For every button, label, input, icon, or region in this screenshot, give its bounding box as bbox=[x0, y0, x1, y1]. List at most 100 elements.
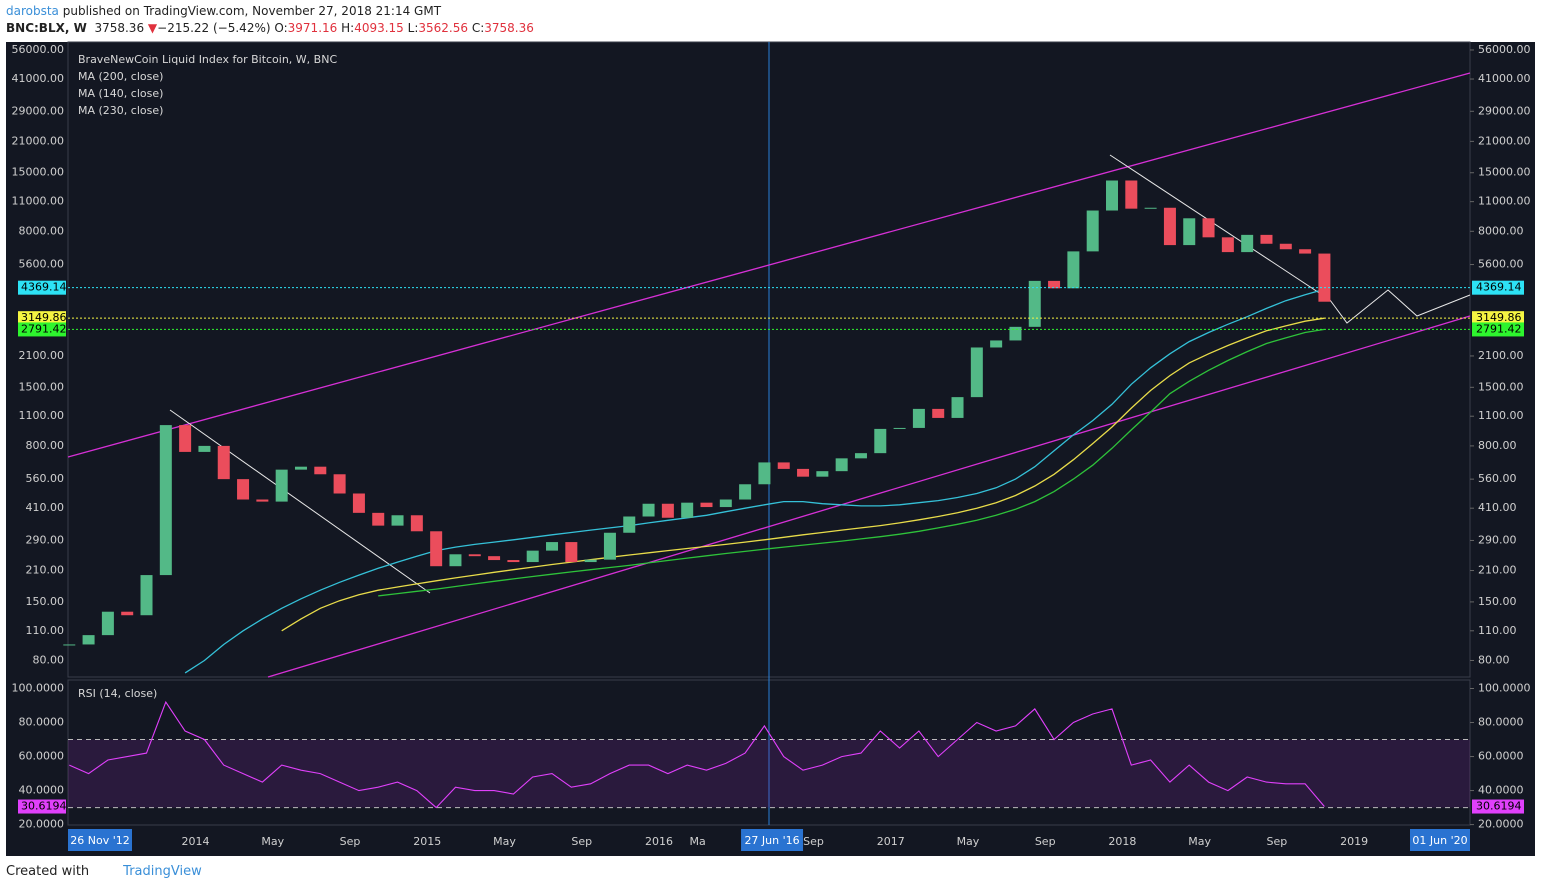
header: darobsta published on TradingView.com, N… bbox=[6, 3, 534, 37]
y-tick-label-left: 210.00 bbox=[26, 564, 65, 577]
y-tick-label: 560.00 bbox=[1478, 472, 1517, 485]
symbol: BNC:BLX, W bbox=[6, 21, 87, 35]
candle bbox=[507, 560, 520, 563]
x-tick-label: May bbox=[493, 835, 516, 848]
y-tick-label: 210.00 bbox=[1478, 564, 1517, 577]
candle bbox=[121, 611, 134, 616]
brand[interactable]: TradingView bbox=[123, 864, 202, 879]
candle bbox=[63, 644, 76, 646]
x-tick-label: 2019 bbox=[1340, 835, 1368, 848]
high: 4093.15 bbox=[354, 21, 404, 35]
y-tick-label: 41000.00 bbox=[1478, 72, 1531, 85]
y-tick-label-left: 8000.00 bbox=[19, 224, 65, 237]
rsi-tick-label-left: 40.0000 bbox=[19, 784, 65, 797]
rsi-tick-label-left: 100.0000 bbox=[12, 682, 65, 695]
channel-top bbox=[67, 72, 1471, 458]
candle bbox=[951, 397, 964, 418]
candle bbox=[912, 408, 925, 428]
y-tick-label-left: 15000.00 bbox=[12, 166, 65, 179]
x-tick-label: 2018 bbox=[1108, 835, 1136, 848]
projection bbox=[1329, 289, 1471, 324]
candle bbox=[1260, 234, 1273, 244]
chart: BraveNewCoin Liquid Index for Bitcoin, W… bbox=[6, 41, 1535, 856]
low: 3562.56 bbox=[418, 21, 468, 35]
candle bbox=[1241, 234, 1254, 253]
range-box bbox=[68, 829, 132, 851]
y-tick-label-left: 800.00 bbox=[26, 439, 65, 452]
drawings bbox=[67, 72, 1471, 678]
candle bbox=[101, 611, 114, 636]
y-tick-label-left: 21000.00 bbox=[12, 134, 65, 147]
candle bbox=[1125, 180, 1138, 209]
price-label-left: 4369.14 bbox=[21, 281, 67, 294]
y-tick-label: 15000.00 bbox=[1478, 166, 1531, 179]
y-tick-label: 150.00 bbox=[1478, 595, 1517, 608]
published: published on TradingView.com, November 2… bbox=[62, 4, 442, 18]
crosshair-box bbox=[741, 829, 804, 851]
x-tick-label: 2016 bbox=[645, 835, 673, 848]
candle bbox=[681, 502, 694, 518]
candle bbox=[1106, 180, 1119, 211]
y-tick-label: 56000.00 bbox=[1478, 43, 1531, 56]
price-box-left bbox=[18, 280, 66, 295]
x-tick-label: May bbox=[957, 835, 980, 848]
rsi-value: 30.6194 bbox=[1476, 800, 1522, 813]
y-tick-label: 410.00 bbox=[1478, 501, 1517, 514]
rsi-box bbox=[1472, 799, 1524, 814]
candle bbox=[1318, 253, 1331, 302]
candle bbox=[449, 554, 462, 567]
candle bbox=[1009, 326, 1022, 341]
candle bbox=[874, 428, 887, 454]
price-box-left bbox=[18, 311, 66, 326]
rsi-tick-label: 20.0000 bbox=[1478, 818, 1524, 831]
candle bbox=[526, 550, 539, 563]
created: Created with bbox=[6, 864, 90, 879]
down-arrow: ▼ bbox=[147, 21, 158, 35]
rsi-title: RSI (14, close) bbox=[78, 687, 157, 700]
moving-average bbox=[184, 288, 1325, 674]
candle bbox=[1299, 249, 1312, 254]
y-tick-label: 1100.00 bbox=[1478, 409, 1524, 422]
x-tick-label: 2017 bbox=[877, 835, 905, 848]
crosshair-label: 27 Jun '16 bbox=[744, 834, 799, 847]
candle bbox=[990, 340, 1003, 348]
candle bbox=[739, 484, 752, 500]
x-tick-label: Sep bbox=[1267, 835, 1288, 848]
rsi-tick-label: 80.0000 bbox=[1478, 716, 1524, 729]
candle bbox=[546, 542, 559, 551]
y-tick-label-left: 410.00 bbox=[26, 501, 65, 514]
author[interactable]: darobsta bbox=[6, 4, 59, 18]
price-label-left: 2791.42 bbox=[21, 322, 67, 335]
candle bbox=[970, 347, 983, 398]
candle bbox=[410, 515, 423, 532]
y-tick-label: 1500.00 bbox=[1478, 380, 1524, 393]
range-end: 01 Jun '20 bbox=[1412, 834, 1467, 847]
candle bbox=[854, 453, 867, 459]
y-tick-label-left: 2100.00 bbox=[19, 349, 65, 362]
candle bbox=[140, 575, 153, 616]
y-tick-label: 110.00 bbox=[1478, 624, 1517, 637]
x-tick-label: May bbox=[261, 835, 284, 848]
candle bbox=[1279, 243, 1292, 250]
x-tick-label: Sep bbox=[571, 835, 592, 848]
open: 3971.16 bbox=[287, 21, 338, 35]
price-box-left bbox=[18, 322, 66, 337]
candle bbox=[835, 458, 848, 472]
candle bbox=[256, 499, 269, 502]
candle bbox=[1144, 207, 1157, 209]
rsi-tick-label-left: 60.0000 bbox=[19, 750, 65, 763]
candle bbox=[1183, 218, 1196, 246]
rsi-tick-label: 40.0000 bbox=[1478, 784, 1524, 797]
candle bbox=[816, 471, 829, 477]
legend-entry: MA (140, close) bbox=[78, 87, 163, 100]
candle bbox=[642, 503, 655, 517]
candle bbox=[1086, 210, 1099, 252]
h-label: H: bbox=[341, 21, 355, 35]
rsi-tick-label-left: 80.0000 bbox=[19, 716, 65, 729]
rsi-tick-label: 60.0000 bbox=[1478, 750, 1524, 763]
price-label-left: 3149.86 bbox=[21, 311, 67, 324]
candle bbox=[758, 462, 771, 485]
candle bbox=[468, 554, 481, 557]
y-tick-label-left: 80.00 bbox=[33, 653, 65, 666]
trend-line bbox=[1109, 154, 1331, 301]
